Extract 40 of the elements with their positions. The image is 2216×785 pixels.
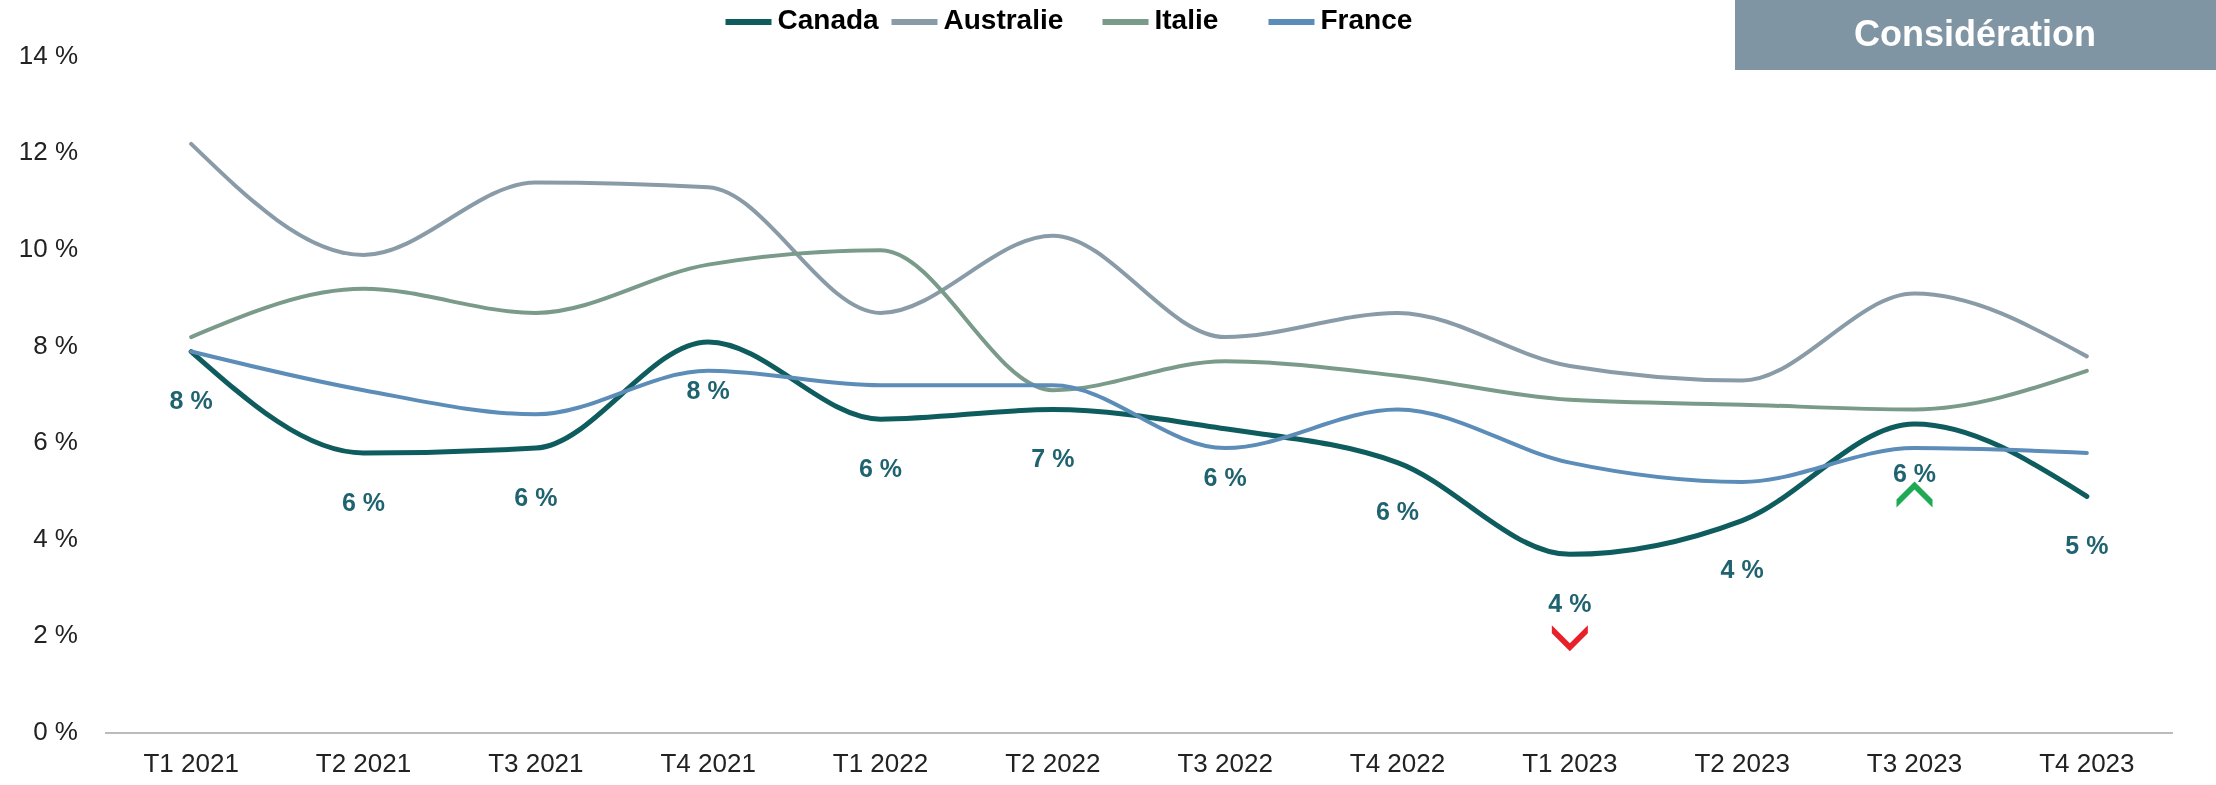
x-tick-label: T1 2023 [1522, 747, 1618, 778]
data-label: 4 % [1548, 588, 1592, 617]
data-label: 6 % [1203, 463, 1247, 492]
x-tick-label: T2 2021 [315, 747, 412, 778]
data-label: 8 % [686, 376, 730, 405]
data-label: 8 % [169, 386, 213, 415]
y-tick-label: 0 % [33, 715, 78, 746]
line-series [189, 141, 2089, 383]
line-series [189, 349, 2089, 484]
data-label: 6 % [514, 482, 558, 511]
legend-label: Italie [1154, 4, 1219, 36]
data-label: 5 % [2065, 531, 2109, 560]
x-tick-label: T4 2023 [2039, 747, 2135, 778]
y-tick-label: 12 % [18, 136, 78, 167]
chart-title: Considération [1853, 12, 2097, 54]
data-label: 6 % [858, 453, 903, 482]
x-tick-label: T4 2022 [1349, 747, 1446, 778]
legend-label: France [1320, 4, 1413, 36]
legend-label: Australie [943, 4, 1064, 36]
x-tick-label: T2 2022 [1005, 747, 1101, 778]
line-series [189, 248, 2089, 412]
y-tick-label: 4 % [33, 522, 78, 553]
y-tick-label: 6 % [33, 426, 78, 457]
x-tick-label: T3 2023 [1866, 747, 1963, 778]
x-tick-label: T3 2022 [1177, 747, 1273, 778]
x-tick-label: T1 2022 [832, 747, 929, 778]
data-label: 4 % [1720, 555, 1764, 584]
x-tick-label: T1 2021 [143, 747, 239, 778]
y-tick-label: 14 % [18, 39, 78, 70]
data-label: 6 % [1375, 497, 1420, 526]
x-tick-label: T3 2021 [488, 747, 584, 778]
legend-label: Canada [777, 4, 880, 36]
y-tick-label: 2 % [33, 619, 78, 650]
y-tick-label: 8 % [33, 329, 78, 360]
y-tick-label: 10 % [18, 233, 78, 264]
data-label: 6 % [1892, 458, 1937, 487]
data-label: 7 % [1031, 444, 1075, 473]
data-label: 6 % [341, 487, 386, 516]
x-tick-label: T2 2023 [1694, 747, 1790, 778]
x-tick-label: T4 2021 [660, 747, 756, 778]
